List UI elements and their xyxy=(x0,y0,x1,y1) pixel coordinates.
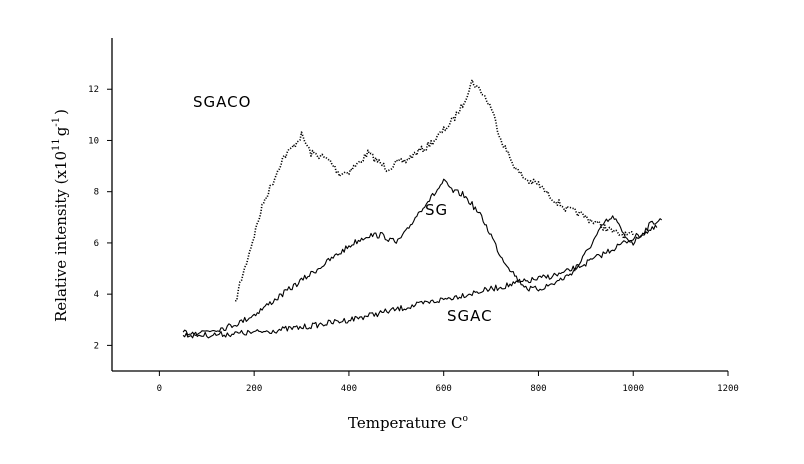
y-axis-title: Relative intensity (x1011 g-1) xyxy=(51,109,70,322)
y-ticks: 2 4 6 8 10 12 xyxy=(88,85,112,351)
y-axis-title-unit: g xyxy=(52,126,70,136)
x-axis-title: Temperature Co xyxy=(348,414,468,432)
series-line-sgac xyxy=(182,224,658,339)
annotation-sg: SG xyxy=(425,201,448,219)
y-tick-label: 4 xyxy=(94,290,99,300)
x-tick-label: 800 xyxy=(530,384,546,394)
x-tick-label: 600 xyxy=(436,384,452,394)
y-axis-title-close: ) xyxy=(52,109,70,115)
y-axis-title-unit-exponent: -1 xyxy=(51,117,62,127)
series-layer xyxy=(182,79,663,339)
series-line-sgaco xyxy=(235,79,634,302)
y-axis-title-exponent: 11 xyxy=(51,138,62,151)
y-tick-label: 10 xyxy=(88,136,99,146)
y-tick-label: 12 xyxy=(88,85,99,95)
series-line-sg xyxy=(182,178,663,336)
x-tick-label: 400 xyxy=(341,384,357,394)
annotation-sgaco: SGACO xyxy=(193,93,251,111)
x-axis-title-superscript: o xyxy=(463,414,468,424)
y-tick-label: 8 xyxy=(94,188,99,198)
x-tick-label: 1000 xyxy=(622,384,644,394)
x-ticks: 0 200 400 600 800 1000 1200 xyxy=(157,371,739,394)
x-tick-label: 1200 xyxy=(717,384,739,394)
x-tick-label: 200 xyxy=(246,384,262,394)
annotation-sgac: SGAC xyxy=(447,307,493,325)
axes xyxy=(111,38,728,372)
y-tick-label: 6 xyxy=(94,239,99,249)
y-tick-label: 2 xyxy=(94,341,99,351)
y-axis-title-text: Relative intensity (x10 xyxy=(52,151,70,322)
x-axis-title-text: Temperature C xyxy=(348,414,463,432)
x-tick-label: 0 xyxy=(157,384,162,394)
